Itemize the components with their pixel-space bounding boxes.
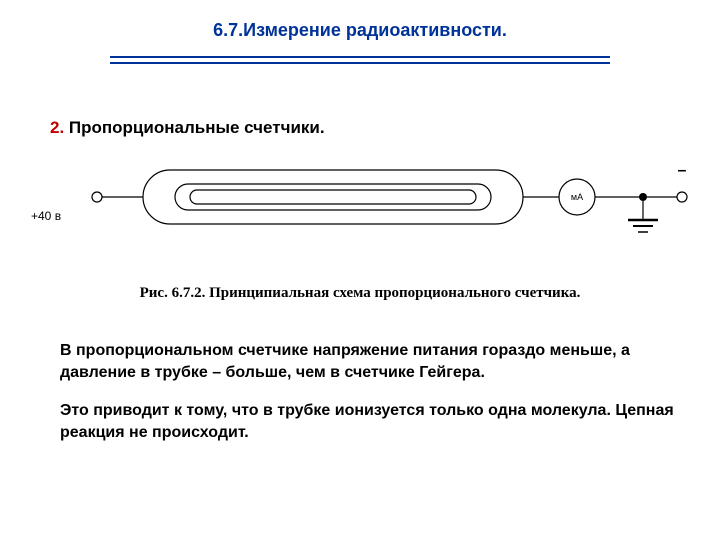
schematic-svg: +40 в мА – <box>25 160 695 265</box>
minus-label: – <box>678 162 687 179</box>
voltage-label: +40 в <box>31 209 61 223</box>
page-title: 6.7.Измерение радиоактивности. <box>0 20 720 41</box>
subtitle-number: 2. <box>50 118 64 137</box>
counter-schematic: +40 в мА – <box>25 160 695 265</box>
figure-caption: Рис. 6.7.2. Принципиальная схема пропорц… <box>0 285 720 302</box>
paragraph-1: В пропорциональном счетчике напряжение п… <box>60 340 680 383</box>
paragraph-2: Это приводит к тому, что в трубке ионизу… <box>60 400 680 443</box>
subtitle-text: Пропорциональные счетчики. <box>64 118 324 137</box>
meter-label: мА <box>571 192 583 202</box>
title-underline <box>110 56 610 66</box>
section-subtitle: 2. Пропорциональные счетчики. <box>50 118 325 138</box>
